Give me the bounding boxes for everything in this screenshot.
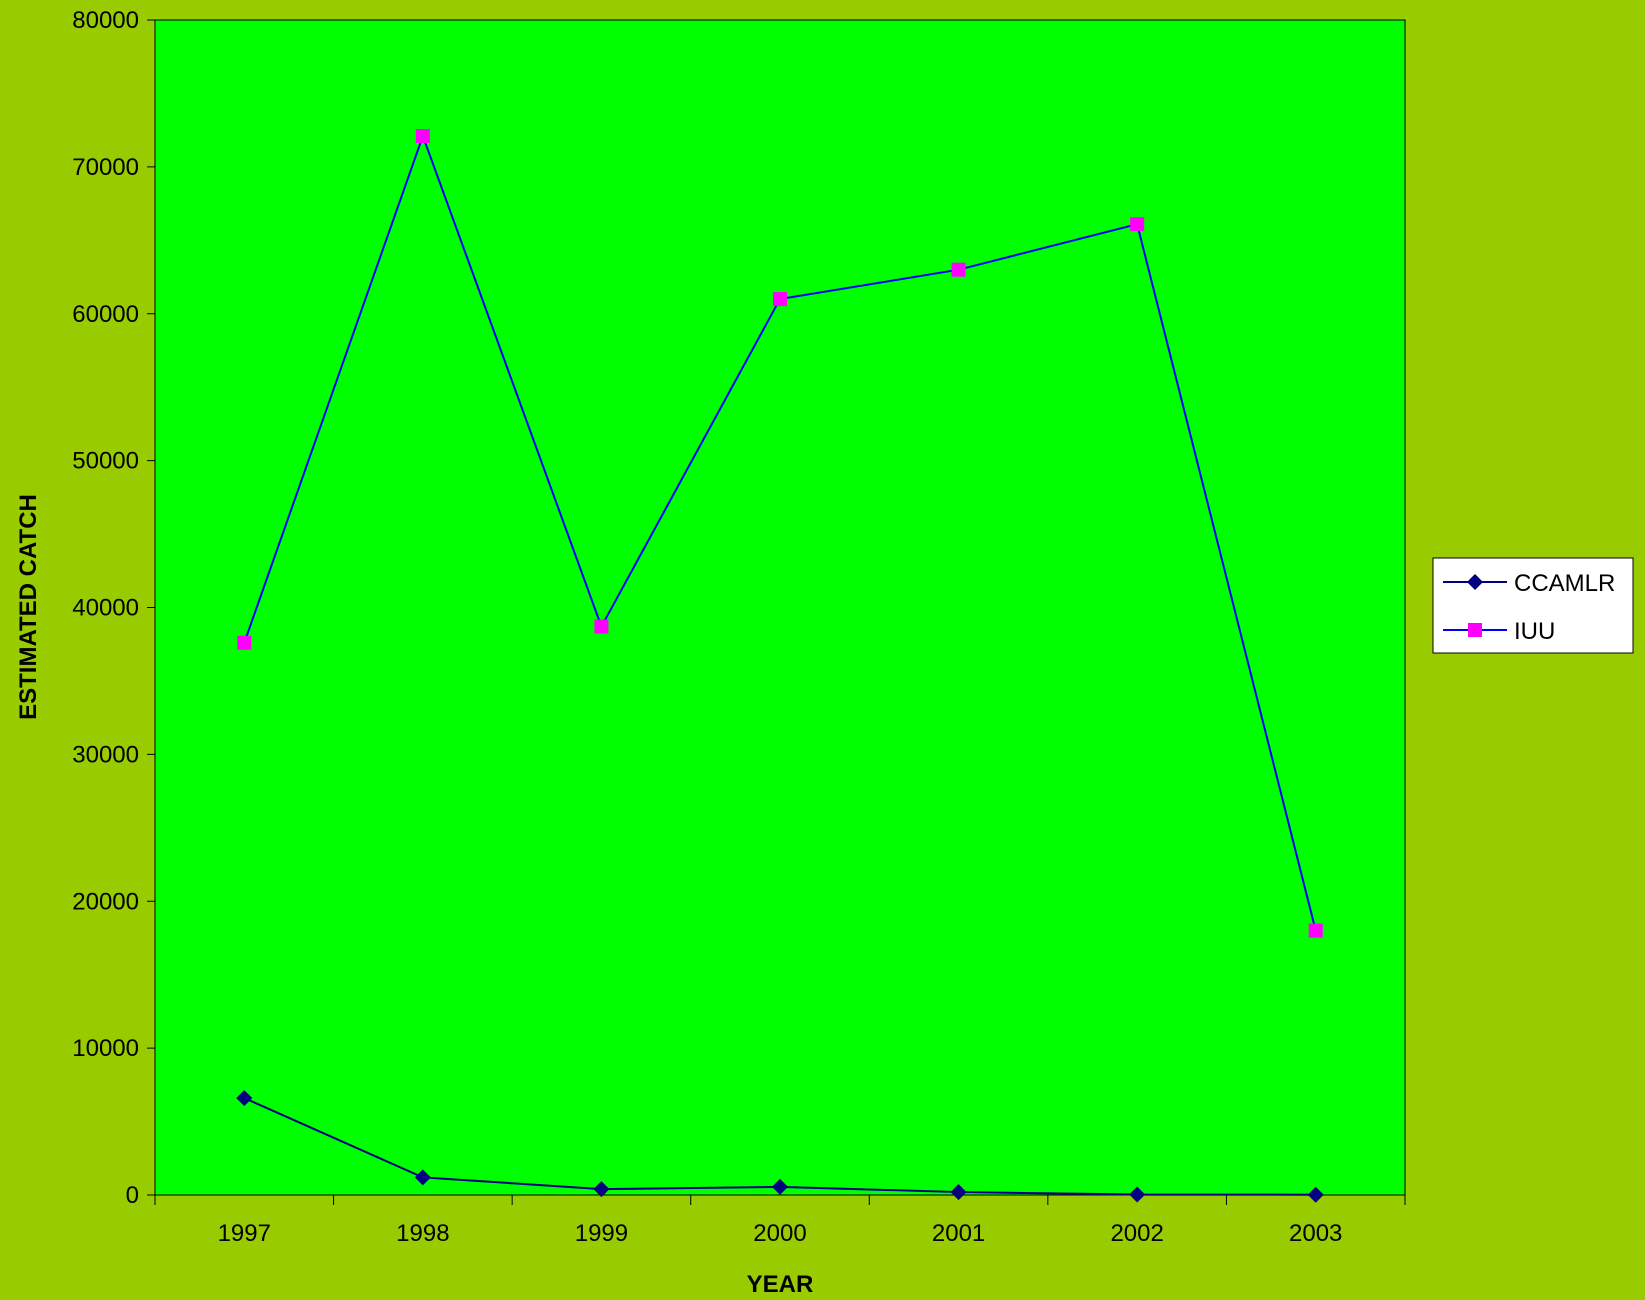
x-tick-label: 1998 [396, 1220, 449, 1247]
y-axis-title: ESTIMATED CATCH [15, 494, 42, 720]
data-point-ccamlr [950, 1184, 967, 1201]
data-point-iuu [773, 292, 787, 307]
data-point-ccamlr [414, 1169, 431, 1186]
x-tick-label: 2002 [1110, 1220, 1163, 1247]
y-tick-label: 60000 [72, 301, 139, 328]
data-point-ccamlr [1129, 1186, 1146, 1203]
data-point-ccamlr [1307, 1186, 1324, 1203]
x-tick-label: 1999 [575, 1220, 628, 1247]
y-tick-label: 30000 [72, 741, 139, 768]
plot-area [154, 19, 1406, 1196]
data-point-iuu [594, 619, 609, 634]
x-tick-label: 1997 [218, 1220, 271, 1247]
x-axis: 1997 1998 1999 2000 2001 2002 2003 [154, 1195, 1406, 1247]
y-tick-label: 20000 [72, 888, 139, 915]
legend: CCAMLR IUU [1432, 557, 1634, 654]
y-tick-label: 50000 [72, 448, 139, 475]
legend-label-iuu: IUU [1514, 618, 1555, 645]
y-tick-label: 70000 [72, 154, 139, 181]
x-tick-label: 2001 [932, 1220, 985, 1247]
data-point-iuu [1130, 217, 1145, 232]
data-point-ccamlr [772, 1178, 788, 1195]
y-tick-label: 0 [126, 1182, 139, 1209]
y-tick-label: 80000 [72, 7, 139, 34]
x-axis-title: YEAR [747, 1271, 814, 1298]
data-point-iuu [1308, 923, 1323, 938]
y-tick-label: 10000 [72, 1035, 139, 1062]
data-point-iuu [951, 262, 966, 277]
legend-label-ccamlr: CCAMLR [1514, 570, 1615, 597]
series-group [236, 129, 1324, 1203]
legend-box [1432, 557, 1634, 654]
x-tick-label: 2000 [753, 1220, 806, 1247]
legend-marker-iuu [1468, 623, 1482, 637]
y-axis: 0 10000 20000 30000 40000 50000 60000 70000 8000… [72, 7, 155, 1209]
legend-marker-ccamlr [1467, 574, 1483, 590]
data-point-ccamlr [236, 1090, 253, 1107]
data-point-ccamlr [593, 1181, 610, 1198]
data-point-iuu [415, 129, 430, 144]
y-tick-label: 40000 [72, 595, 139, 622]
data-point-iuu [237, 635, 252, 650]
x-tick-label: 2003 [1289, 1220, 1342, 1247]
